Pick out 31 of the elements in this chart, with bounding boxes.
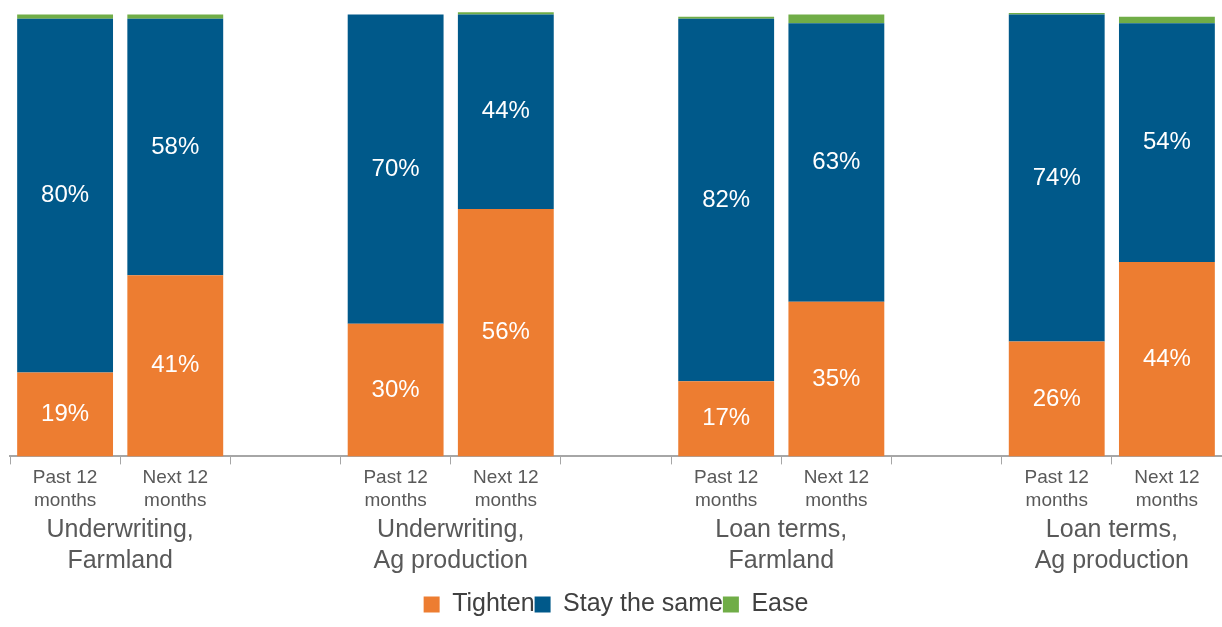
x-tick-label: Past 12 months [1024, 466, 1089, 510]
data-label: 80% [41, 180, 90, 208]
text: Underwriting, Ag production [373, 514, 528, 574]
data-label: 30% [371, 374, 420, 402]
data-label: 74% [1032, 162, 1081, 190]
data-label: 17% [702, 403, 751, 431]
data-label: 63% [812, 147, 861, 175]
data-label: 70% [371, 153, 420, 181]
x-tick-label: Past 12 months [32, 466, 98, 510]
x-tick-label: Next 12 months [473, 466, 539, 510]
text: Underwriting, Farmland [46, 514, 194, 574]
legend-label: Ease [751, 588, 809, 617]
legend-label: Stay the same [563, 588, 723, 617]
data-label: 35% [812, 363, 861, 391]
data-label: 82% [702, 184, 751, 212]
x-tick-label: Next 12 months [1134, 466, 1200, 510]
data-label: 54% [1142, 127, 1191, 155]
x-tick-label: Past 12 months [363, 466, 428, 510]
x-tick-label: Next 12 months [142, 466, 209, 510]
text: Loan terms, Ag production [1034, 514, 1189, 574]
data-label: 41% [151, 350, 200, 378]
x-tick-label: Next 12 months [803, 466, 870, 510]
data-label: 44% [481, 96, 530, 124]
text: Loan terms, Farmland [715, 514, 848, 574]
x-tick-label: Past 12 months [693, 466, 759, 510]
data-label: 44% [1142, 343, 1191, 371]
legend-label: Tighten [452, 588, 535, 617]
data-label: 56% [481, 317, 530, 345]
data-label: 26% [1032, 383, 1081, 411]
data-label: 19% [41, 399, 90, 427]
data-label: 58% [151, 131, 200, 159]
